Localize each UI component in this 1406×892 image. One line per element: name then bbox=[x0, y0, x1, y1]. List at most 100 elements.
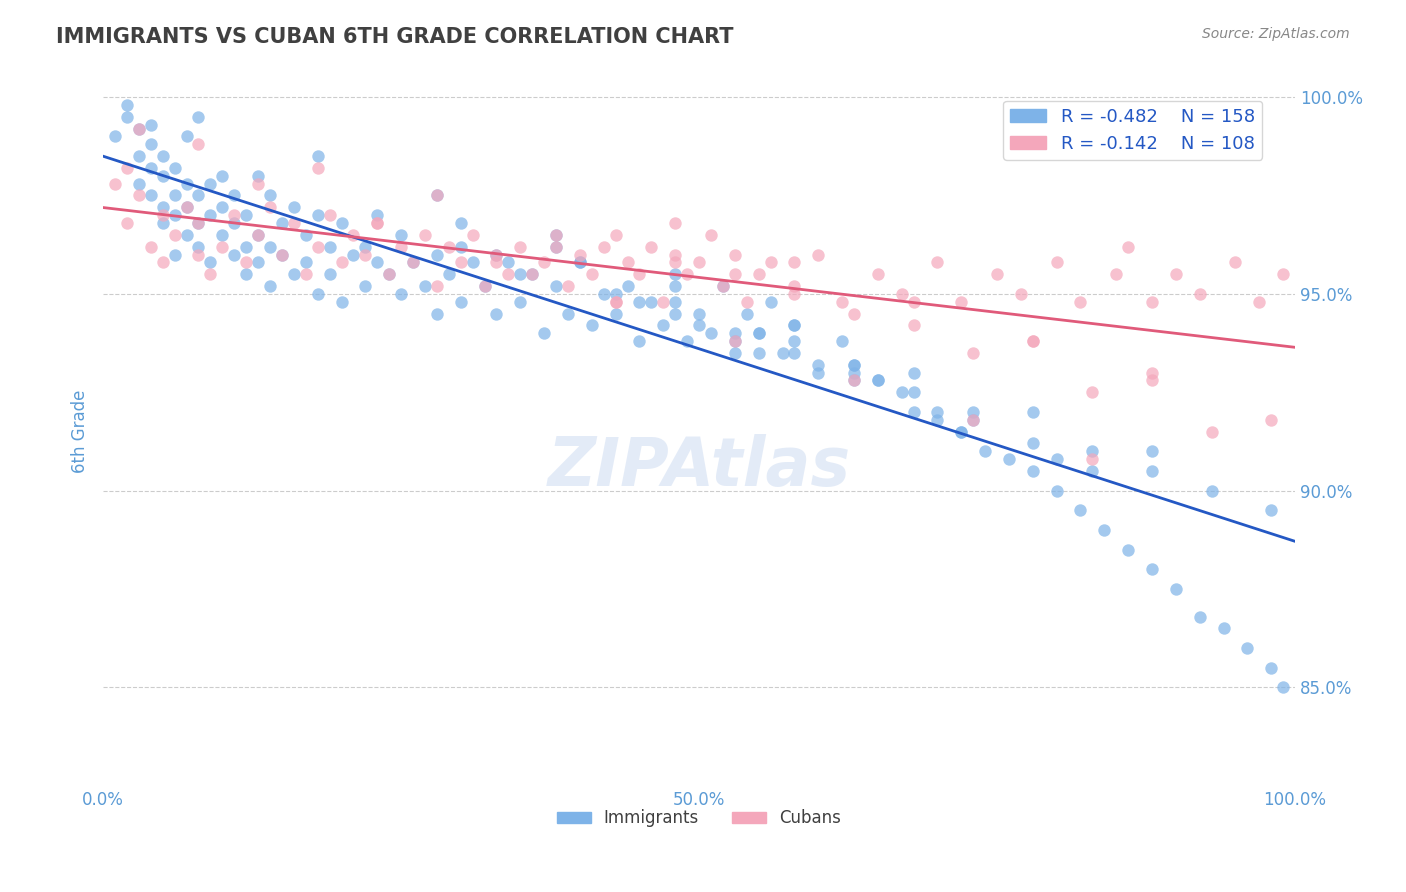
Point bbox=[605, 294, 627, 309]
Point bbox=[211, 169, 233, 183]
Point bbox=[235, 267, 257, 281]
Point bbox=[200, 177, 222, 191]
Point bbox=[581, 267, 603, 281]
Point bbox=[890, 286, 912, 301]
Point bbox=[842, 358, 865, 372]
Point bbox=[842, 358, 865, 372]
Point bbox=[866, 267, 889, 281]
Point bbox=[294, 255, 316, 269]
Point bbox=[735, 294, 758, 309]
Point bbox=[605, 307, 627, 321]
Point bbox=[1140, 374, 1163, 388]
Point bbox=[402, 255, 425, 269]
Point bbox=[450, 216, 472, 230]
Point bbox=[224, 208, 246, 222]
Point bbox=[283, 200, 305, 214]
Point bbox=[664, 294, 686, 309]
Point bbox=[330, 255, 353, 269]
Point bbox=[807, 366, 830, 380]
Point bbox=[128, 121, 150, 136]
Point bbox=[724, 346, 747, 360]
Point bbox=[224, 216, 246, 230]
Point bbox=[176, 129, 198, 144]
Point bbox=[211, 227, 233, 242]
Point bbox=[485, 247, 508, 261]
Point bbox=[247, 177, 270, 191]
Point bbox=[187, 110, 209, 124]
Point bbox=[330, 294, 353, 309]
Point bbox=[903, 385, 925, 400]
Point bbox=[748, 267, 770, 281]
Point bbox=[831, 334, 853, 348]
Point bbox=[152, 200, 174, 214]
Point bbox=[342, 227, 364, 242]
Point bbox=[139, 118, 162, 132]
Point bbox=[903, 318, 925, 333]
Point bbox=[711, 279, 734, 293]
Point bbox=[1010, 286, 1032, 301]
Point bbox=[628, 294, 651, 309]
Point bbox=[544, 240, 567, 254]
Point bbox=[831, 294, 853, 309]
Point bbox=[128, 188, 150, 202]
Point bbox=[724, 247, 747, 261]
Point bbox=[664, 216, 686, 230]
Point bbox=[247, 227, 270, 242]
Point bbox=[450, 240, 472, 254]
Point bbox=[104, 129, 127, 144]
Point bbox=[1212, 621, 1234, 635]
Point bbox=[783, 318, 806, 333]
Point bbox=[271, 216, 294, 230]
Point bbox=[1201, 483, 1223, 498]
Point bbox=[1022, 334, 1045, 348]
Point bbox=[628, 334, 651, 348]
Point bbox=[259, 240, 281, 254]
Point bbox=[1260, 503, 1282, 517]
Point bbox=[498, 267, 520, 281]
Point bbox=[950, 294, 973, 309]
Y-axis label: 6th Grade: 6th Grade bbox=[72, 390, 89, 474]
Point bbox=[1260, 413, 1282, 427]
Point bbox=[461, 227, 484, 242]
Point bbox=[259, 200, 281, 214]
Point bbox=[664, 279, 686, 293]
Point bbox=[950, 425, 973, 439]
Point bbox=[903, 405, 925, 419]
Point bbox=[724, 326, 747, 341]
Point bbox=[426, 247, 449, 261]
Point bbox=[235, 240, 257, 254]
Point bbox=[557, 307, 579, 321]
Point bbox=[1116, 240, 1139, 254]
Point bbox=[759, 294, 782, 309]
Point bbox=[139, 161, 162, 175]
Point bbox=[1081, 444, 1104, 458]
Point bbox=[485, 307, 508, 321]
Point bbox=[807, 247, 830, 261]
Point bbox=[616, 279, 638, 293]
Point bbox=[544, 240, 567, 254]
Point bbox=[318, 240, 340, 254]
Point bbox=[700, 326, 723, 341]
Point bbox=[1081, 452, 1104, 467]
Point bbox=[1260, 661, 1282, 675]
Point bbox=[1069, 503, 1091, 517]
Point bbox=[389, 227, 412, 242]
Point bbox=[533, 255, 555, 269]
Point bbox=[783, 286, 806, 301]
Point bbox=[378, 267, 401, 281]
Point bbox=[1046, 452, 1069, 467]
Point bbox=[426, 307, 449, 321]
Point bbox=[652, 318, 675, 333]
Point bbox=[783, 334, 806, 348]
Point bbox=[568, 255, 591, 269]
Point bbox=[235, 208, 257, 222]
Point bbox=[664, 255, 686, 269]
Point bbox=[1272, 267, 1295, 281]
Point bbox=[152, 149, 174, 163]
Point bbox=[1022, 436, 1045, 450]
Point bbox=[1236, 641, 1258, 656]
Point bbox=[748, 326, 770, 341]
Point bbox=[664, 267, 686, 281]
Point bbox=[307, 208, 329, 222]
Point bbox=[664, 247, 686, 261]
